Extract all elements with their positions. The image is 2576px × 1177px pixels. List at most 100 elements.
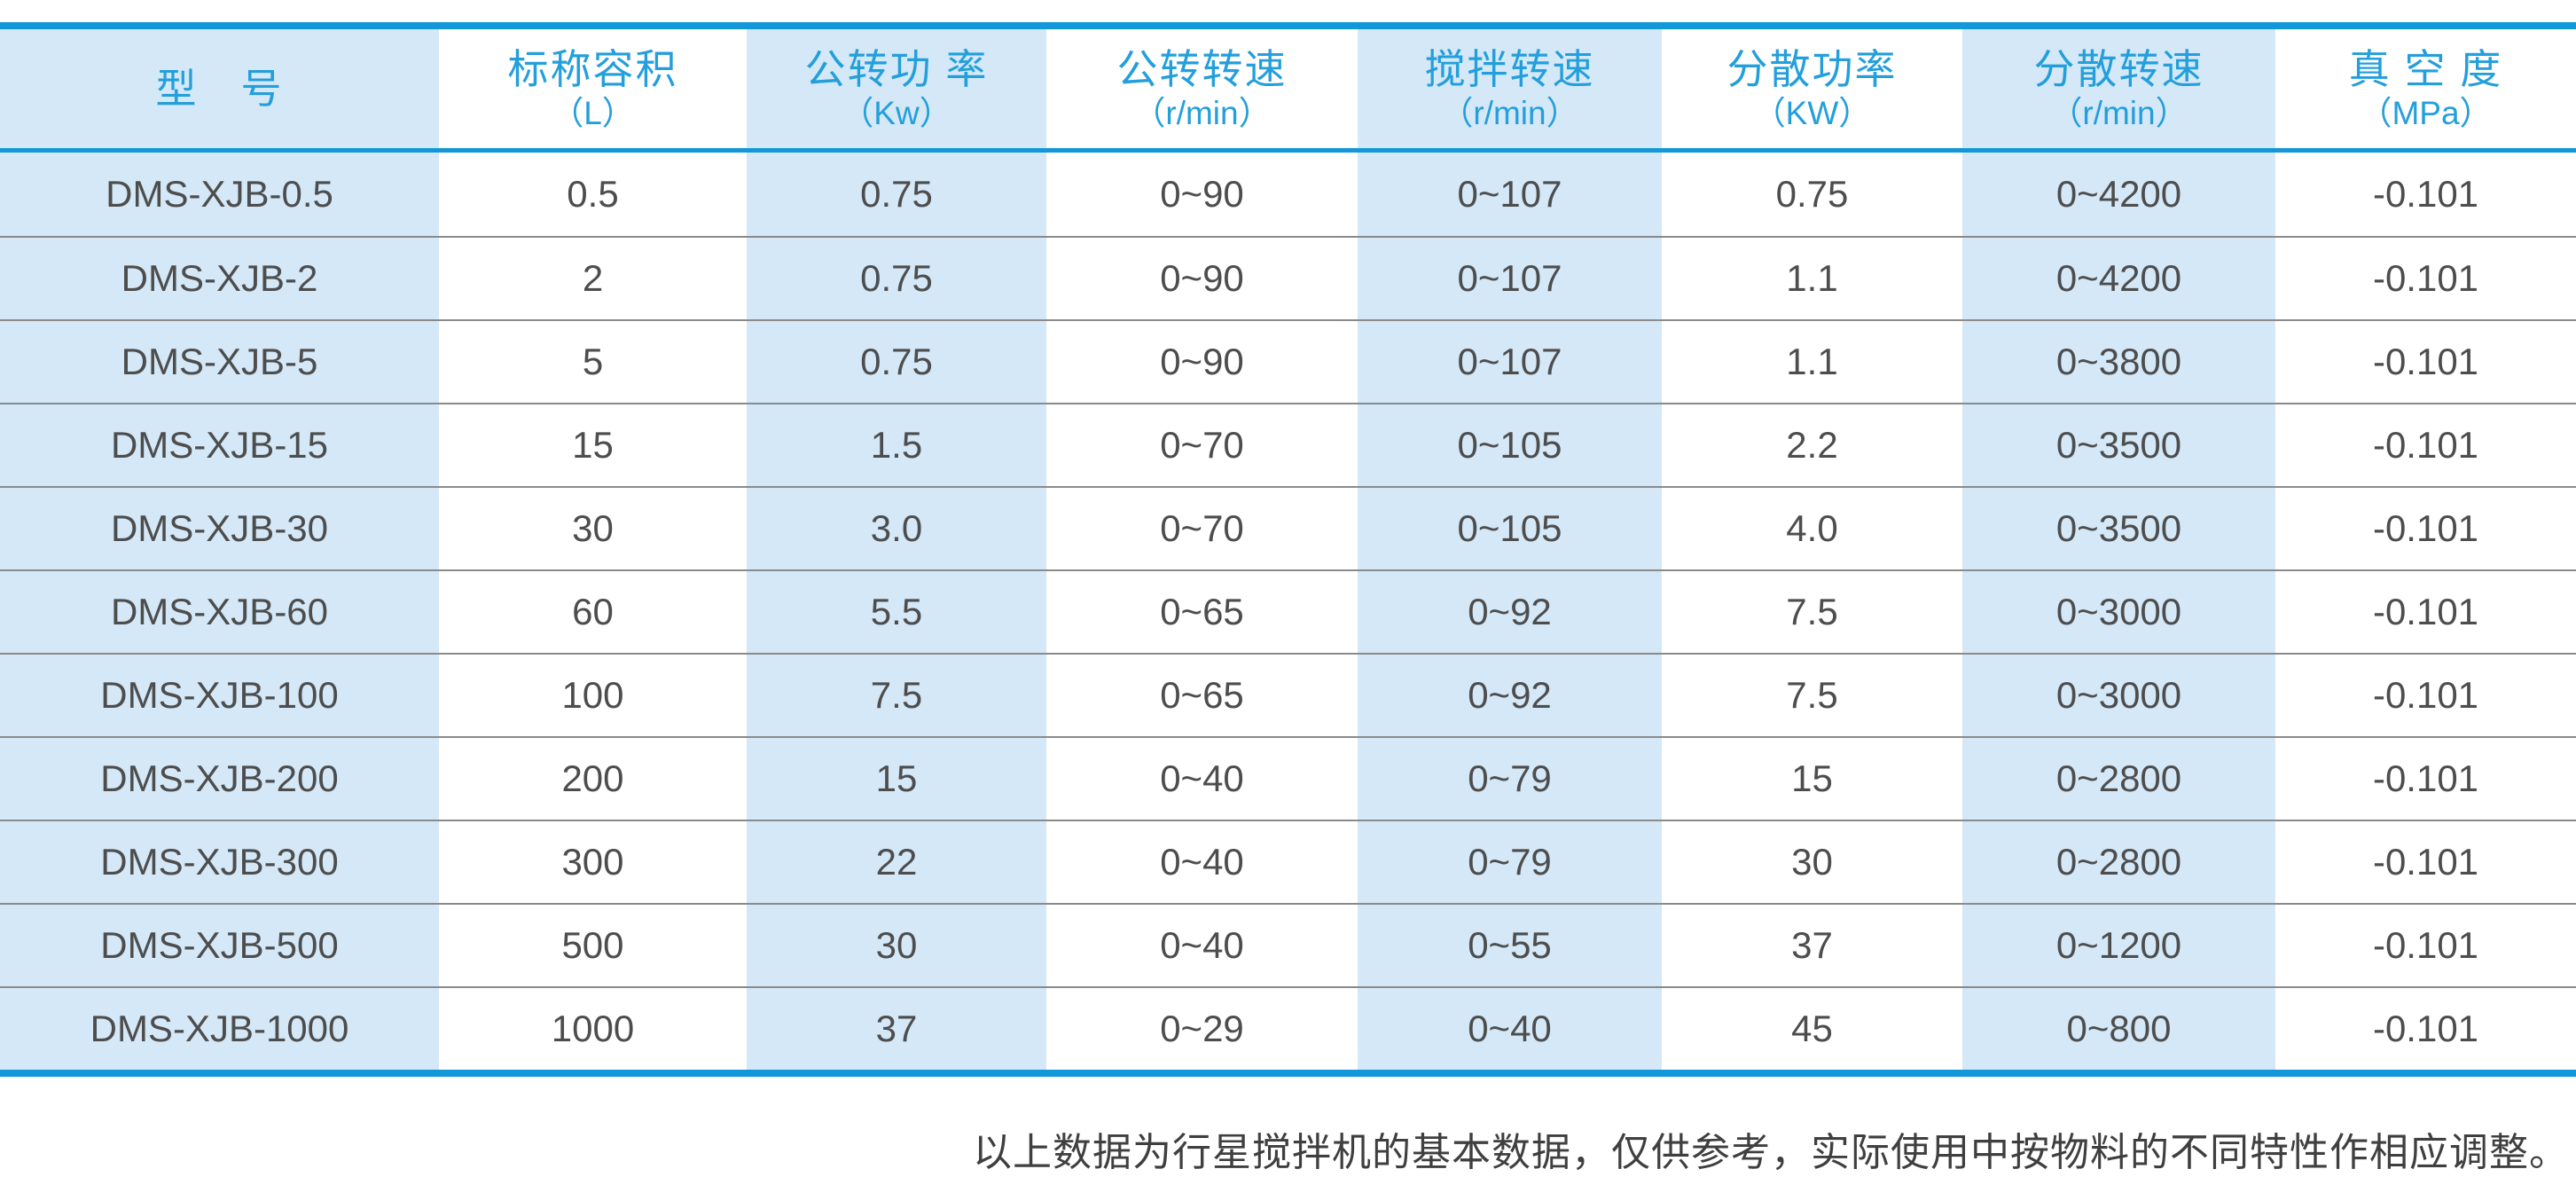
table-cell: 30 bbox=[439, 488, 747, 569]
table-cell: -0.101 bbox=[2275, 655, 2576, 736]
column-title: 公转转速 bbox=[1116, 46, 1288, 93]
table-cell: 15 bbox=[1662, 738, 1962, 820]
table-cell: -0.101 bbox=[2275, 488, 2576, 569]
table-cell: -0.101 bbox=[2275, 988, 2576, 1070]
table-cell: 0~1200 bbox=[1962, 905, 2275, 986]
table-cell: 0~90 bbox=[1046, 321, 1358, 403]
table-cell: 1000 bbox=[439, 988, 747, 1070]
model-cell: DMS-XJB-300 bbox=[0, 821, 439, 903]
table-cell: 0~800 bbox=[1962, 988, 2275, 1070]
table-cell: 0.75 bbox=[747, 238, 1046, 319]
table-row: DMS-XJB-5 5 0.75 0~90 0~107 1.1 0~3800 -0.101 bbox=[0, 319, 2576, 403]
column-title: 分散转速 bbox=[2033, 46, 2204, 93]
table-row: DMS-XJB-500 500 30 0~40 0~55 37 0~1200 -0.101 bbox=[0, 903, 2576, 986]
table-cell: -0.101 bbox=[2275, 404, 2576, 486]
model-cell: DMS-XJB-2 bbox=[0, 238, 439, 319]
table-cell: 300 bbox=[439, 821, 747, 903]
table-cell: 1.1 bbox=[1662, 238, 1962, 319]
column-title: 标称容积 bbox=[507, 46, 678, 93]
table-cell: 0~105 bbox=[1358, 404, 1662, 486]
table-cell: -0.101 bbox=[2275, 238, 2576, 319]
column-title: 真 空 度 bbox=[2348, 46, 2503, 93]
column-header-8: 真 空 度（MPa） bbox=[2275, 29, 2576, 148]
table-cell: 0~40 bbox=[1046, 738, 1358, 820]
model-cell: DMS-XJB-15 bbox=[0, 404, 439, 486]
table-cell: 7.5 bbox=[1662, 655, 1962, 736]
column-header-6: 分散功率 （KW） bbox=[1662, 29, 1962, 148]
table-row: DMS-XJB-0.5 0.5 0.75 0~90 0~107 0.75 0~4200 -0.… bbox=[0, 153, 2576, 236]
table-cell: 0~107 bbox=[1358, 321, 1662, 403]
table-cell: 0~107 bbox=[1358, 153, 1662, 236]
column-unit: （KW） bbox=[1752, 94, 1872, 131]
table-cell: 0.5 bbox=[439, 153, 747, 236]
table-cell: 30 bbox=[1662, 821, 1962, 903]
column-title: 分散功率 bbox=[1726, 46, 1898, 93]
column-header-3: 公转功 率（Kw） bbox=[747, 29, 1046, 148]
column-unit: （L） bbox=[551, 94, 635, 131]
table-cell: 0~29 bbox=[1046, 988, 1358, 1070]
table-cell: -0.101 bbox=[2275, 571, 2576, 653]
table-cell: 37 bbox=[747, 988, 1046, 1070]
table-row: DMS-XJB-2 2 0.75 0~90 0~107 1.1 0~4200 -0.101 bbox=[0, 236, 2576, 319]
table-cell: 1.5 bbox=[747, 404, 1046, 486]
table-cell: 200 bbox=[439, 738, 747, 820]
table-row: DMS-XJB-300 300 22 0~40 0~79 30 0~2800 -0.101 bbox=[0, 820, 2576, 903]
table-row: DMS-XJB-15 15 1.5 0~70 0~105 2.2 0~3500 -0.101 bbox=[0, 403, 2576, 486]
model-cell: DMS-XJB-5 bbox=[0, 321, 439, 403]
table-cell: 0~40 bbox=[1358, 988, 1662, 1070]
model-cell: DMS-XJB-0.5 bbox=[0, 153, 439, 236]
table-cell: -0.101 bbox=[2275, 738, 2576, 820]
table-cell: 100 bbox=[439, 655, 747, 736]
table-cell: 0~40 bbox=[1046, 821, 1358, 903]
table-body: DMS-XJB-0.5 0.5 0.75 0~90 0~107 0.75 0~4200 -0.… bbox=[0, 153, 2576, 1070]
table-cell: 0~92 bbox=[1358, 571, 1662, 653]
column-title: 搅拌转速 bbox=[1424, 46, 1595, 93]
table-cell: 7.5 bbox=[747, 655, 1046, 736]
table-row: DMS-XJB-1000 1000 37 0~29 0~40 45 0~800 -0.101 bbox=[0, 986, 2576, 1070]
table-header-row: 型 号标称容积 （L） 公转功 率（Kw） 公转转速 （r/min） 搅拌转速 （r/min… bbox=[0, 29, 2576, 153]
table-cell: 0~90 bbox=[1046, 238, 1358, 319]
column-title: 型 号 bbox=[155, 65, 284, 112]
model-cell: DMS-XJB-1000 bbox=[0, 988, 439, 1070]
table-cell: 0~107 bbox=[1358, 238, 1662, 319]
table-cell: 500 bbox=[439, 905, 747, 986]
table-cell: 0~4200 bbox=[1962, 238, 2275, 319]
table-cell: 0~55 bbox=[1358, 905, 1662, 986]
table-cell: -0.101 bbox=[2275, 321, 2576, 403]
table-cell: 22 bbox=[747, 821, 1046, 903]
table-cell: 0~3000 bbox=[1962, 571, 2275, 653]
table-cell: -0.101 bbox=[2275, 905, 2576, 986]
column-header-5: 搅拌转速 （r/min） bbox=[1358, 29, 1662, 148]
table-cell: 45 bbox=[1662, 988, 1962, 1070]
table-cell: 7.5 bbox=[1662, 571, 1962, 653]
table-cell: 0~3000 bbox=[1962, 655, 2275, 736]
column-header-7: 分散转速 （r/min） bbox=[1962, 29, 2275, 148]
column-header-2: 标称容积 （L） bbox=[439, 29, 747, 148]
table-cell: 2 bbox=[439, 238, 747, 319]
table-cell: 0~40 bbox=[1046, 905, 1358, 986]
table-cell: 0~65 bbox=[1046, 571, 1358, 653]
table-cell: 2.2 bbox=[1662, 404, 1962, 486]
spec-table-page: { "colors": { "accent_blue": "#1297d8", … bbox=[0, 22, 2576, 1174]
table-row: DMS-XJB-60 60 5.5 0~65 0~92 7.5 0~3000 -0.101 bbox=[0, 569, 2576, 653]
table-cell: 15 bbox=[439, 404, 747, 486]
table-cell: 0~79 bbox=[1358, 821, 1662, 903]
spec-table: 型 号标称容积 （L） 公转功 率（Kw） 公转转速 （r/min） 搅拌转速 （r/min… bbox=[0, 22, 2576, 1077]
table-cell: 30 bbox=[747, 905, 1046, 986]
table-cell: 60 bbox=[439, 571, 747, 653]
table-cell: 0.75 bbox=[1662, 153, 1962, 236]
table-cell: 1.1 bbox=[1662, 321, 1962, 403]
table-cell: 0~105 bbox=[1358, 488, 1662, 569]
table-cell: 0~70 bbox=[1046, 404, 1358, 486]
table-cell: 0.75 bbox=[747, 321, 1046, 403]
column-unit: （MPa） bbox=[2359, 94, 2493, 131]
table-cell: 0~4200 bbox=[1962, 153, 2275, 236]
table-cell: 0.75 bbox=[747, 153, 1046, 236]
column-header-1: 型 号 bbox=[0, 29, 439, 148]
table-row: DMS-XJB-200 200 15 0~40 0~79 15 0~2800 -0.101 bbox=[0, 736, 2576, 820]
column-title: 公转功 率 bbox=[804, 46, 989, 93]
table-footnote: 以上数据为行星搅拌机的基本数据，仅供参考，实际使用中按物料的不同特性作相应调整。 bbox=[973, 1131, 2569, 1174]
table-cell: 5.5 bbox=[747, 571, 1046, 653]
table-cell: 0~3500 bbox=[1962, 404, 2275, 486]
model-cell: DMS-XJB-100 bbox=[0, 655, 439, 736]
